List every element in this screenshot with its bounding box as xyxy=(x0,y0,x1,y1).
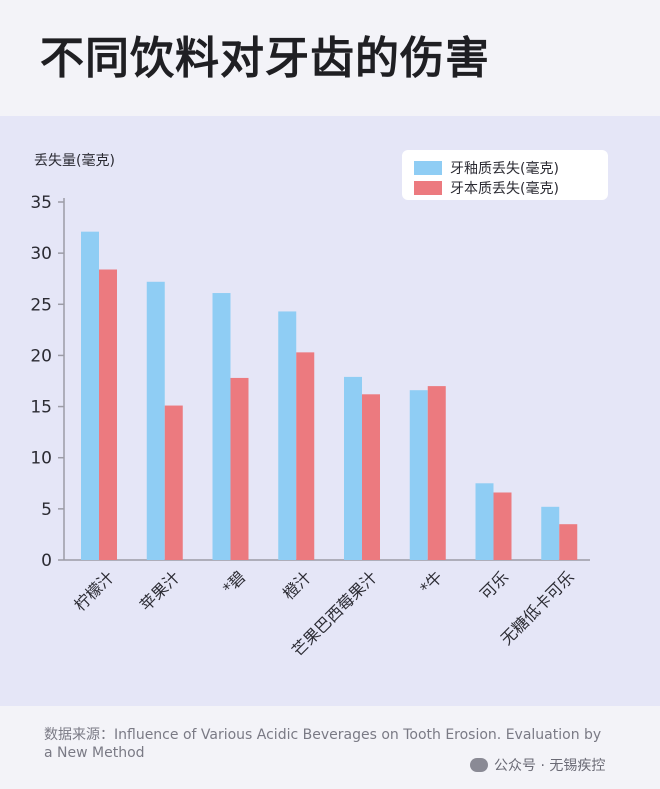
bar-enamel xyxy=(212,293,231,560)
bar-dentin xyxy=(99,269,117,560)
wechat-icon xyxy=(470,758,488,772)
y-tick-label: 35 xyxy=(30,193,52,213)
bar-enamel xyxy=(146,281,165,560)
x-tick-label: 橙汁 xyxy=(279,567,315,603)
bar-dentin xyxy=(493,492,512,560)
wechat-label: 公众号 · 无锡疾控 xyxy=(494,758,606,774)
wechat-attribution: 公众号 · 无锡疾控 xyxy=(470,755,605,775)
legend-label-dentin: 牙本质丢失(毫克) xyxy=(450,181,559,197)
bar-dentin xyxy=(164,405,183,560)
x-tick-label: 柠檬汁 xyxy=(70,567,117,614)
legend-label-enamel: 牙釉质丢失(毫克) xyxy=(450,161,559,177)
x-tick-label: 苹果汁 xyxy=(136,567,183,614)
y-tick-label: 5 xyxy=(41,500,52,520)
bar-dentin xyxy=(296,352,315,560)
legend-item-enamel: 牙釉质丢失(毫克) xyxy=(414,158,559,178)
x-tick-label: *牛 xyxy=(416,567,446,597)
bar-dentin xyxy=(559,524,578,560)
chart-legend: 牙釉质丢失(毫克) 牙本质丢失(毫克) xyxy=(402,150,608,200)
x-tick-label: 可乐 xyxy=(476,567,512,603)
y-tick-label: 30 xyxy=(30,244,52,264)
x-tick-label: *碧 xyxy=(219,567,249,597)
legend-swatch-dentin xyxy=(414,181,442,195)
bar-enamel xyxy=(344,376,362,560)
source-note: 数据来源：Influence of Various Acidic Beverag… xyxy=(44,727,602,761)
y-tick-label: 25 xyxy=(30,295,52,315)
bar-enamel xyxy=(475,483,494,560)
y-tick-label: 15 xyxy=(30,398,52,418)
y-tick-label: 10 xyxy=(30,449,52,469)
page-title: 不同饮料对牙齿的伤害 xyxy=(40,33,490,84)
bar-enamel xyxy=(278,311,297,560)
bar-enamel xyxy=(81,231,99,561)
bar-enamel xyxy=(541,506,560,560)
bar-dentin xyxy=(427,386,446,560)
bar-dentin xyxy=(362,394,380,560)
y-tick-label: 0 xyxy=(41,551,52,571)
legend-swatch-enamel xyxy=(414,161,442,175)
legend-item-dentin: 牙本质丢失(毫克) xyxy=(414,178,559,198)
bar-dentin xyxy=(230,377,249,560)
y-axis-label: 丢失量(毫克) xyxy=(34,153,115,169)
bar-enamel xyxy=(409,390,428,560)
y-tick-label: 20 xyxy=(30,346,52,366)
